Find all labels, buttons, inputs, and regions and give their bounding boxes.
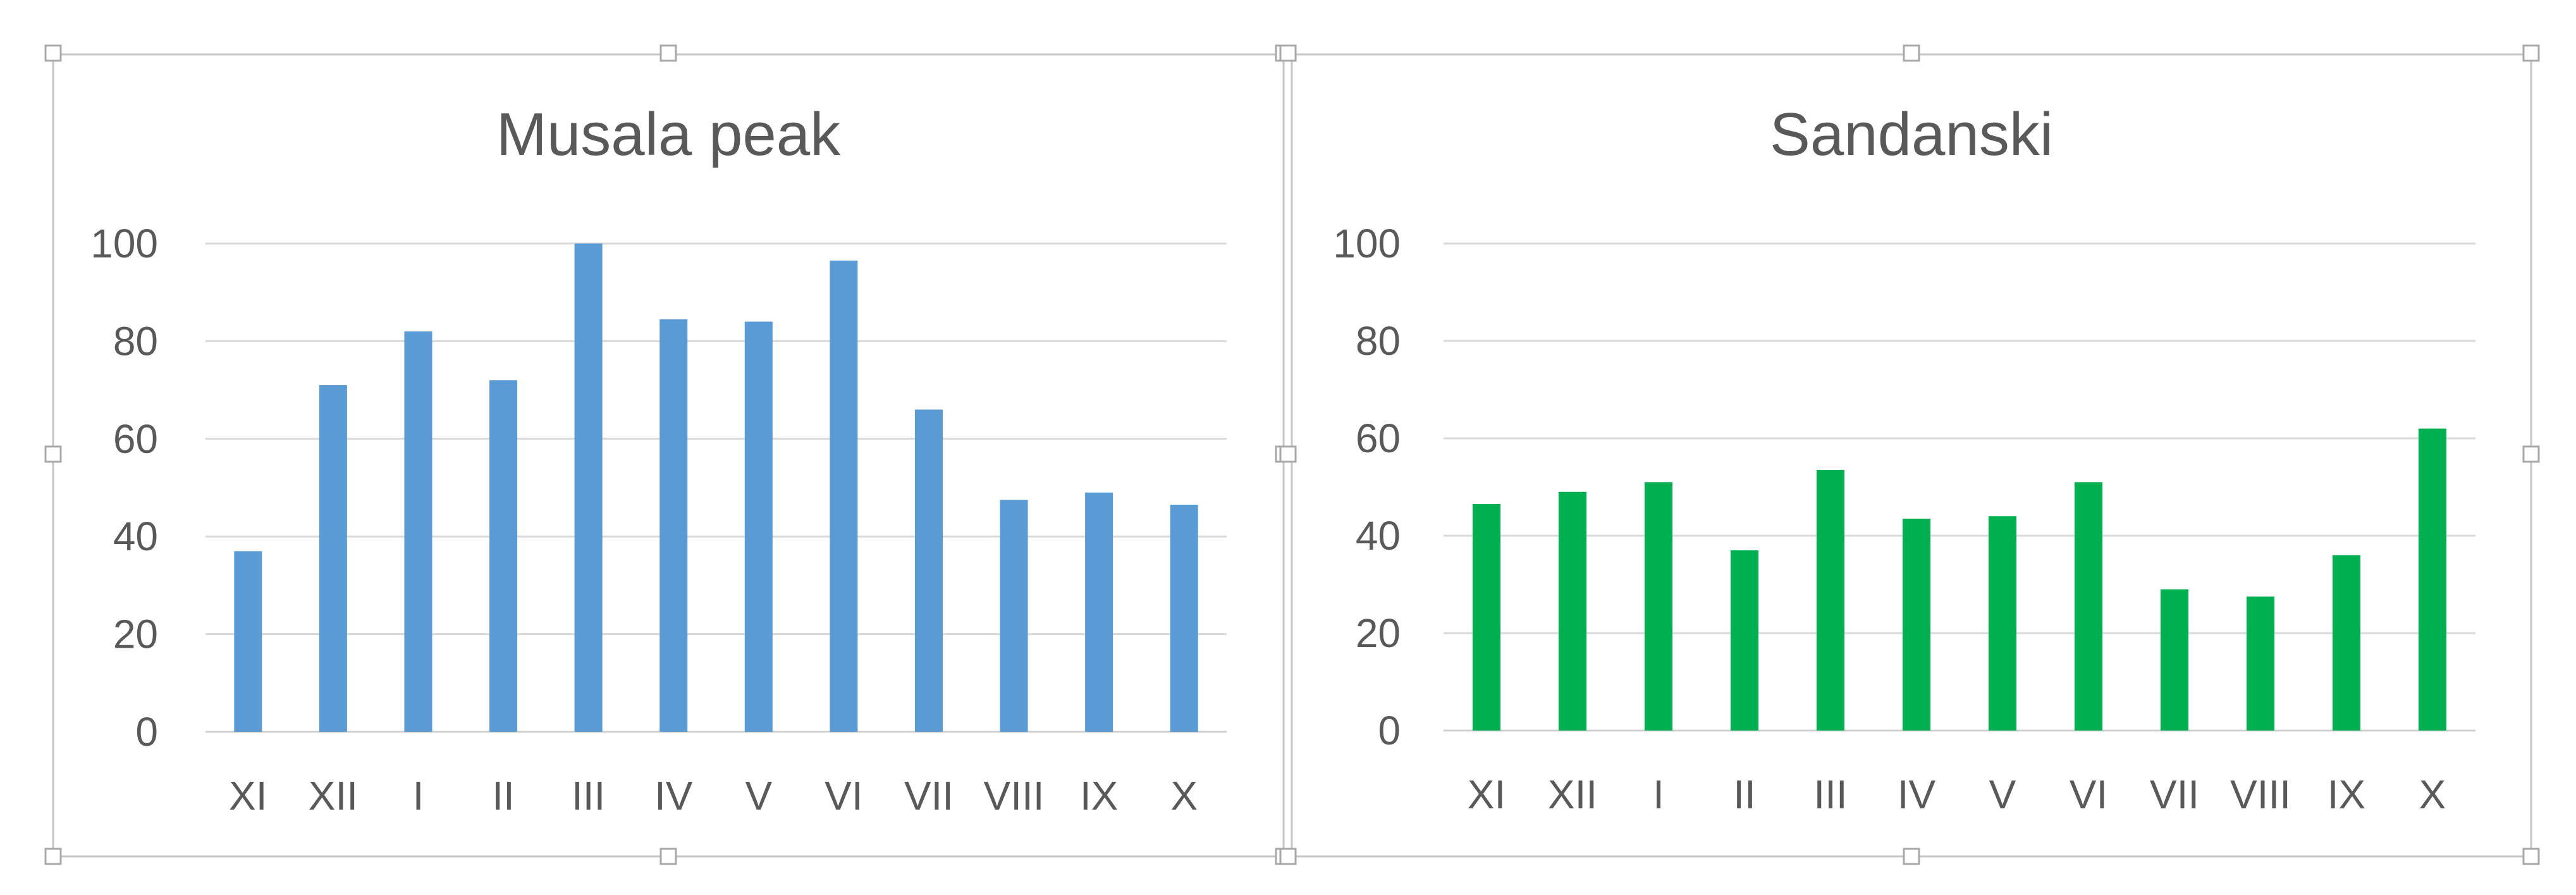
x-tick-label: I: [1653, 772, 1664, 817]
resize-handle-br[interactable]: [2522, 848, 2540, 865]
x-tick-label: II: [1733, 772, 1756, 817]
x-tick-label: XI: [1468, 772, 1506, 817]
x-tick-label: XII: [1548, 772, 1597, 817]
bar-ix[interactable]: [2333, 555, 2360, 731]
bar-x[interactable]: [1170, 505, 1198, 732]
bar-iii[interactable]: [574, 244, 603, 732]
y-tick-label: 80: [113, 318, 158, 364]
bar-x[interactable]: [2419, 428, 2446, 731]
resize-handle-mr[interactable]: [2522, 445, 2540, 463]
bar-ii[interactable]: [1731, 550, 1758, 731]
x-tick-label: XII: [309, 773, 358, 818]
resize-handle-shared-bottom[interactable]: [1279, 848, 1297, 865]
bar-i[interactable]: [404, 331, 432, 732]
bar-iii[interactable]: [1817, 470, 1844, 731]
x-tick-label: X: [2419, 772, 2446, 817]
chart-title: Musala peak: [496, 101, 841, 168]
resize-handle-tc[interactable]: [659, 44, 677, 62]
bar-iv[interactable]: [659, 319, 688, 732]
x-tick-label: V: [1989, 772, 2016, 817]
x-tick-label: II: [492, 773, 515, 818]
bar-vii[interactable]: [914, 409, 943, 732]
y-tick-label: 0: [1378, 708, 1401, 753]
bar-vi[interactable]: [830, 261, 858, 732]
bar-xi[interactable]: [1473, 503, 1500, 731]
chart-title: Sandanski: [1770, 101, 2053, 168]
x-tick-label: IX: [2328, 772, 2365, 817]
x-tick-label: VII: [904, 773, 954, 818]
resize-handle-tl[interactable]: [44, 44, 62, 62]
x-tick-label: X: [1170, 773, 1198, 818]
y-tick-label: 100: [1333, 221, 1401, 266]
resize-handle-bl[interactable]: [44, 848, 62, 865]
x-tick-label: IX: [1080, 773, 1118, 818]
bar-ii[interactable]: [489, 380, 518, 732]
bar-v[interactable]: [1989, 516, 2016, 731]
x-tick-label: VI: [2070, 772, 2107, 817]
y-tick-label: 60: [113, 416, 158, 462]
bar-viii[interactable]: [1000, 500, 1028, 732]
x-tick-label: XI: [229, 773, 267, 818]
bar-xi[interactable]: [234, 551, 262, 732]
resize-handle-bc[interactable]: [1903, 848, 1920, 865]
x-tick-label: VIII: [984, 773, 1045, 818]
y-tick-label: 20: [113, 612, 158, 657]
y-tick-label: 40: [113, 514, 158, 559]
x-tick-label: IV: [654, 773, 693, 818]
x-tick-label: VII: [2150, 772, 2199, 817]
resize-handle-tc[interactable]: [1903, 44, 1920, 62]
bar-xii[interactable]: [1559, 491, 1586, 731]
x-tick-label: I: [413, 773, 424, 818]
bar-xii[interactable]: [319, 385, 347, 732]
y-tick-label: 80: [1356, 318, 1401, 364]
bar-i[interactable]: [1645, 482, 1672, 731]
chart-frame-sandanski[interactable]: [1291, 53, 2532, 858]
x-tick-label: III: [572, 773, 605, 818]
resize-handle-shared-mid[interactable]: [1279, 445, 1297, 463]
x-tick-label: IV: [1898, 772, 1936, 817]
y-tick-label: 0: [135, 709, 158, 755]
bar-viii[interactable]: [2247, 596, 2274, 731]
bar-vi[interactable]: [2075, 482, 2102, 731]
x-tick-label: VIII: [2230, 772, 2291, 817]
resize-handle-tr[interactable]: [2522, 44, 2540, 62]
x-tick-label: V: [745, 773, 772, 818]
y-tick-label: 20: [1356, 610, 1401, 656]
resize-handle-shared-top[interactable]: [1279, 44, 1297, 62]
y-tick-label: 40: [1356, 513, 1401, 559]
resize-handle-bc[interactable]: [659, 848, 677, 865]
y-tick-label: 60: [1356, 416, 1401, 461]
x-tick-label: VI: [825, 773, 862, 818]
bar-iv[interactable]: [1903, 519, 1930, 731]
x-tick-label: III: [1813, 772, 1847, 817]
y-tick-label: 100: [90, 221, 158, 266]
bar-vii[interactable]: [2161, 589, 2188, 731]
bar-v[interactable]: [744, 321, 773, 732]
resize-handle-ml[interactable]: [44, 445, 62, 463]
bar-ix[interactable]: [1085, 492, 1113, 732]
